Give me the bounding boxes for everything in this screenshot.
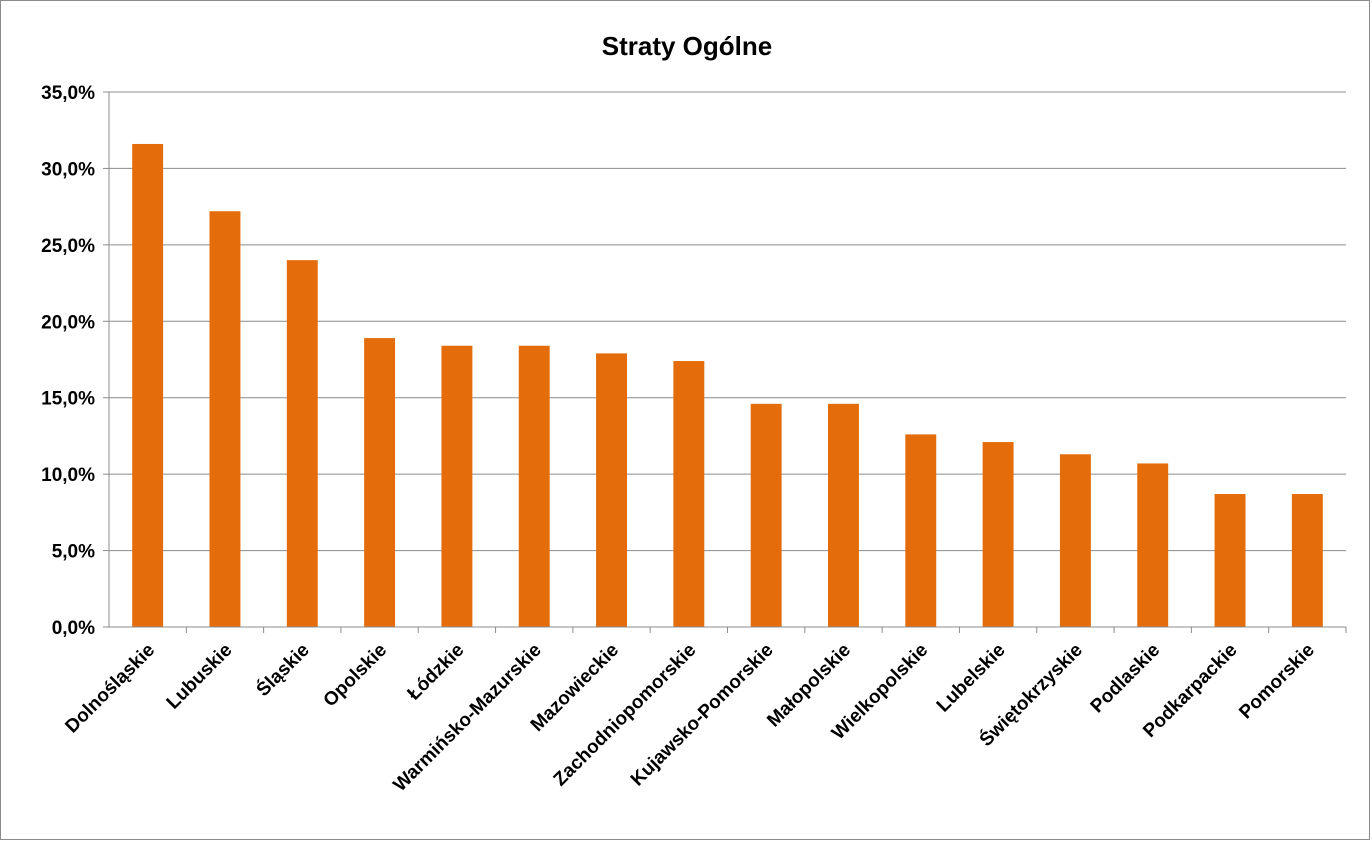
x-tick-label: Zachodniopomorskie — [550, 640, 701, 791]
bar — [519, 346, 550, 627]
y-tick-label: 25,0% — [41, 236, 95, 257]
bar — [441, 346, 472, 627]
bar — [1060, 454, 1091, 627]
bar — [828, 404, 859, 627]
x-tick-label: Kujawsko-Pomorskie — [627, 640, 778, 791]
bars — [132, 144, 1323, 627]
bar — [210, 211, 241, 627]
x-axis-ticks: Dolnośląskie Lubuskie Śląskie Opolskie Łódzk… — [61, 627, 1346, 796]
x-tick-label: Lubuskie — [163, 640, 237, 714]
y-tick-label: 15,0% — [41, 389, 95, 410]
x-tick-label: Warmińsko-Mazurskie — [390, 640, 546, 796]
x-tick-label: Dolnośląskie — [61, 640, 159, 738]
bar — [1215, 494, 1246, 627]
bar — [287, 260, 318, 627]
chart-title: Straty Ogólne — [602, 31, 772, 61]
y-tick-label: 20,0% — [41, 312, 95, 333]
bar — [905, 434, 936, 627]
x-tick-label: Łódzkie — [404, 640, 469, 705]
bar — [132, 144, 163, 627]
bar — [673, 361, 704, 627]
y-tick-label: 5,0% — [52, 542, 95, 563]
bar — [751, 404, 782, 627]
bar — [364, 338, 395, 627]
bar — [596, 353, 627, 627]
x-tick-label: Lubelskie — [933, 640, 1010, 717]
x-tick-label: Podlaskie — [1087, 640, 1165, 718]
y-tick-label: 0,0% — [52, 618, 95, 639]
y-tick-label: 30,0% — [41, 159, 95, 180]
bar — [983, 442, 1014, 627]
y-tick-label: 35,0% — [41, 83, 95, 104]
bar — [1292, 494, 1323, 627]
x-tick-label: Opolskie — [320, 640, 392, 712]
x-tick-label: Śląskie — [252, 639, 314, 701]
y-tick-label: 10,0% — [41, 465, 95, 486]
y-axis-ticks: 0,0% 5,0% 10,0% 15,0% 20,0% 25,0% 30,0% 35,0% — [41, 83, 109, 639]
bar — [1137, 463, 1168, 627]
x-tick-label: Pomorskie — [1235, 640, 1319, 724]
